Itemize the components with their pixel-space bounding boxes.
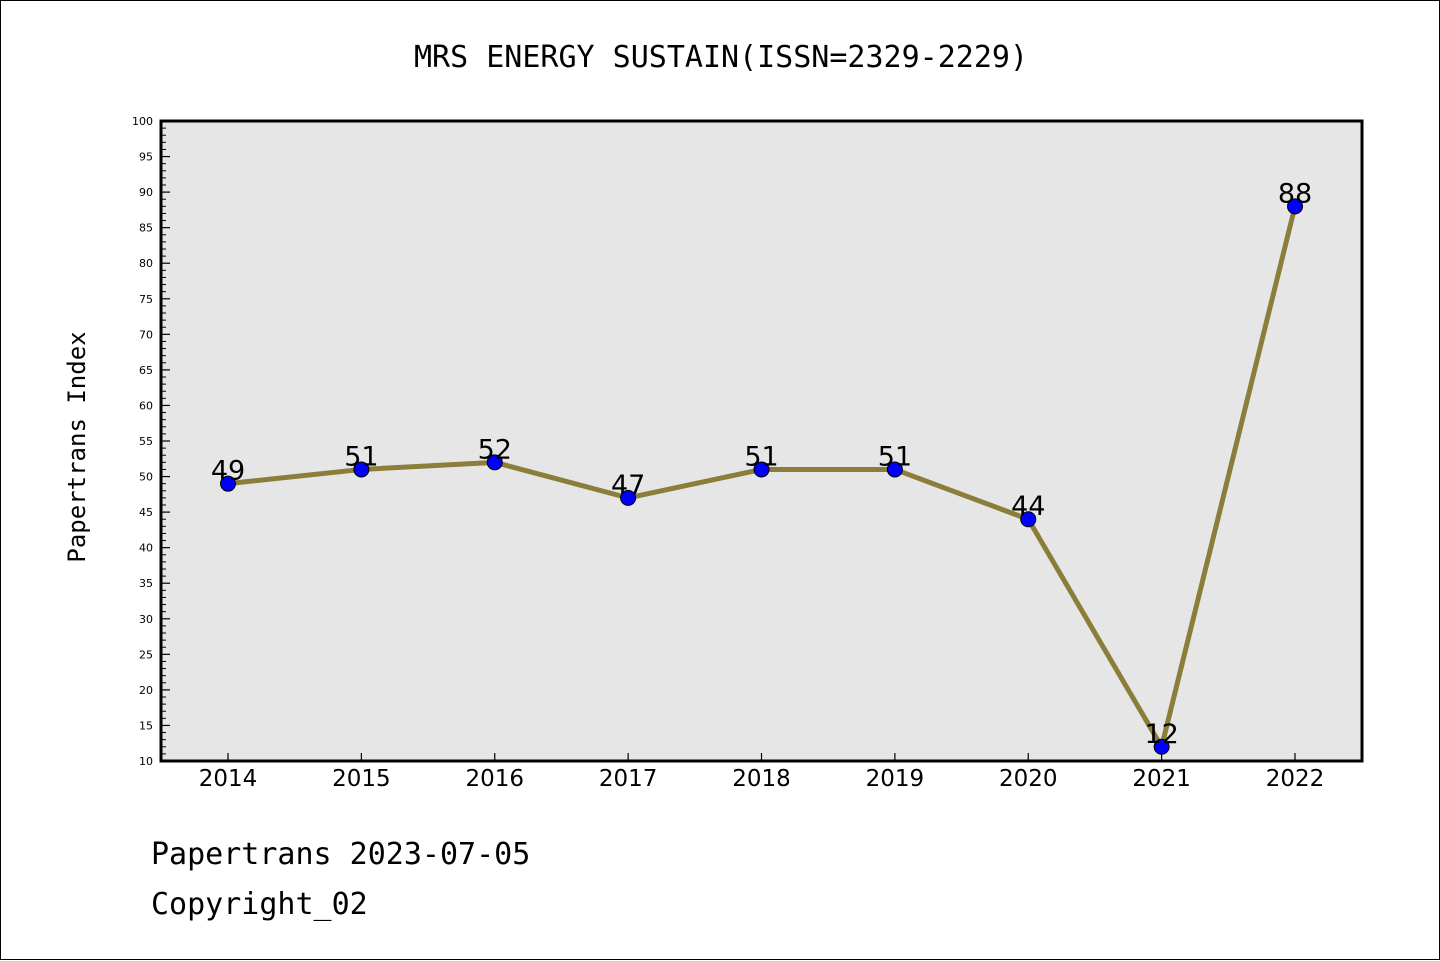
- data-label: 49: [211, 456, 245, 487]
- footer-copyright: Copyright_02: [151, 887, 368, 922]
- footer-date: Papertrans 2023-07-05: [151, 837, 531, 872]
- x-tick-label: 2018: [732, 766, 791, 792]
- x-tick-label: 2017: [599, 766, 658, 792]
- y-tick-label: 50: [139, 471, 153, 484]
- y-tick-label: 30: [139, 613, 153, 626]
- data-label: 47: [611, 470, 645, 501]
- data-point-marker: [486, 454, 503, 471]
- y-tick-label: 65: [139, 364, 153, 377]
- data-label: 52: [478, 434, 512, 465]
- x-tick-label: 2014: [199, 766, 258, 792]
- data-point-marker: [220, 475, 236, 492]
- data-point-marker: [753, 461, 770, 478]
- data-label: 88: [1278, 178, 1312, 209]
- data-point-marker: [886, 461, 903, 478]
- y-tick-label: 90: [139, 186, 153, 199]
- x-axis: 2014 2015 2016 2017 2018 2019 2020 2021 2022: [199, 753, 1325, 792]
- x-tick-label: 2016: [465, 766, 524, 792]
- y-tick-label: 25: [139, 648, 153, 661]
- y-tick-label: 10: [139, 755, 153, 768]
- y-tick-label: 15: [139, 719, 153, 732]
- data-label: 51: [878, 441, 912, 472]
- y-axis: 10 15 20 25 30 35 40 45 50 55 60 65 70 75 80 85 90 95 100: [132, 115, 170, 768]
- data-label: 51: [344, 441, 378, 472]
- y-tick-label: 85: [139, 222, 153, 235]
- y-tick-label: 40: [139, 542, 153, 555]
- y-tick-label: 70: [139, 328, 153, 341]
- x-tick-label: 2015: [332, 766, 391, 792]
- data-label: 51: [744, 441, 778, 472]
- y-tick-label: 95: [139, 151, 153, 164]
- y-tick-label: 80: [139, 257, 153, 270]
- x-tick-label: 2020: [999, 766, 1058, 792]
- y-tick-label: 45: [139, 506, 153, 519]
- x-tick-label: 2022: [1266, 766, 1325, 792]
- x-tick-label: 2021: [1132, 766, 1191, 792]
- data-point-marker: [1287, 198, 1303, 215]
- y-axis-label: Papertrans Index: [63, 331, 91, 562]
- data-point-marker: [353, 461, 370, 478]
- data-labels: 49 51 52 47 51 51 44 12 88: [211, 178, 1312, 749]
- y-tick-label: 35: [139, 577, 153, 590]
- data-label: 12: [1144, 719, 1178, 750]
- y-tick-label: 55: [139, 435, 153, 448]
- data-label: 44: [1011, 491, 1045, 522]
- chart-title: MRS ENERGY SUSTAIN(ISSN=2329-2229): [414, 40, 1028, 75]
- data-point-marker: [1153, 738, 1170, 755]
- data-markers: [220, 198, 1303, 755]
- data-point-marker: [620, 489, 637, 506]
- y-tick-label: 20: [139, 684, 153, 697]
- y-tick-label: 75: [139, 293, 153, 306]
- data-point-marker: [1020, 511, 1037, 528]
- y-tick-label: 60: [139, 399, 153, 412]
- x-tick-label: 2019: [866, 766, 925, 792]
- plot-area: [159, 119, 1364, 763]
- y-tick-label: 100: [132, 115, 153, 128]
